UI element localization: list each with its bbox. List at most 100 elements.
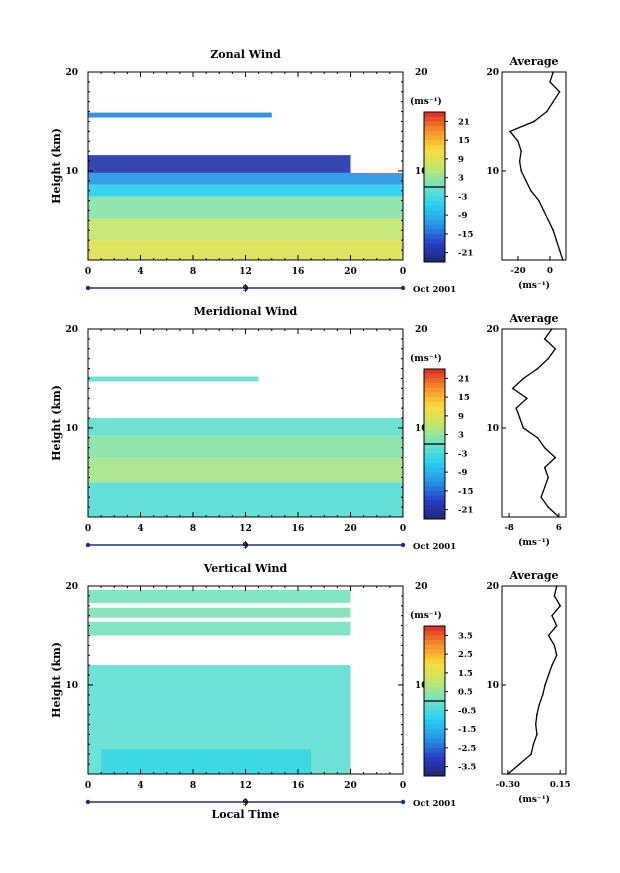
colorbar-cell <box>424 490 445 497</box>
average-point <box>522 427 525 429</box>
average-frame <box>501 585 567 775</box>
colorbar-cell <box>424 224 445 230</box>
colorbar-cell <box>424 691 445 697</box>
y-axis-label: Height (km) <box>50 128 63 204</box>
x-tick-label: 0 <box>400 781 406 791</box>
x-tick-label: 4 <box>137 267 143 277</box>
date-bar-end <box>400 799 406 805</box>
date-bar-end <box>85 542 91 548</box>
date-bar-end <box>85 799 91 805</box>
colorbar-tick-label: -3 <box>458 192 468 202</box>
y-axis-label: Height (km) <box>50 642 63 718</box>
average-point <box>547 476 550 479</box>
colorbar-cell <box>424 733 445 739</box>
x-tick-label: 8 <box>190 781 196 791</box>
colorbar-cell <box>424 247 445 254</box>
colorbar-cell <box>424 369 445 375</box>
panel-0: Zonal Wind 10 10 20 20 Height (km) 0 4 8 12 16 20 0 9… <box>50 48 567 295</box>
average-point <box>518 160 521 162</box>
colorbar-cell <box>424 462 445 468</box>
colorbar-unit: (ms⁻¹) <box>410 96 442 107</box>
colorbar-cell <box>424 504 445 511</box>
colorbar-tick-label: -2.5 <box>458 744 476 754</box>
colorbar-cell <box>424 177 445 183</box>
average-point <box>517 140 519 143</box>
date-label: Oct 2001 <box>413 799 456 809</box>
colorbar-cell <box>424 630 445 636</box>
colorbar-cell <box>424 233 445 240</box>
average-point <box>543 466 546 469</box>
heatmap-band <box>88 482 403 517</box>
date-label: Oct 2001 <box>413 285 456 295</box>
colorbar-cell <box>424 729 445 735</box>
colorbar-cell <box>424 724 445 730</box>
average-point <box>526 397 528 400</box>
colorbar-cell <box>424 229 445 235</box>
colorbar-cell <box>424 411 445 417</box>
average-y-tick-label: 10 <box>486 681 499 691</box>
average-point <box>555 239 558 242</box>
average-point <box>518 763 521 765</box>
colorbar-cell <box>424 172 445 179</box>
colorbar-cell <box>424 663 445 669</box>
colorbar-cell <box>424 163 445 169</box>
average-point <box>547 357 550 360</box>
colorbar-cell <box>424 444 445 450</box>
colorbar-cell <box>424 434 445 440</box>
colorbar-cell <box>424 458 445 464</box>
colorbar-cell <box>424 467 445 473</box>
y-tick-label: 20 <box>65 582 78 592</box>
colorbar-tick-label: 2.5 <box>458 650 473 660</box>
colorbar-cell <box>424 158 445 165</box>
average-point <box>562 259 564 261</box>
average-point <box>543 486 546 489</box>
heatmap-band <box>88 155 351 173</box>
colorbar-cell <box>424 415 445 422</box>
average-y-tick-label: 10 <box>486 167 499 177</box>
colorbar-cell <box>424 738 445 744</box>
colorbar-cell <box>424 219 445 225</box>
colorbar-cell <box>424 130 445 136</box>
average-title: Average <box>508 569 558 582</box>
colorbar-cell <box>424 392 445 398</box>
heatmap-band <box>88 240 403 260</box>
colorbar-tick-label: -0.5 <box>458 706 476 716</box>
colorbar-tick-label: -21 <box>458 506 473 516</box>
x-tick-label: 0 <box>400 524 406 534</box>
average-point <box>530 189 532 192</box>
colorbar-cell <box>424 373 445 379</box>
x-tick-label: 0 <box>85 524 91 534</box>
average-x-tick-label: 0 <box>547 266 553 276</box>
colorbar-cell <box>424 514 445 520</box>
colorbar-cell <box>424 112 445 118</box>
x-tick-label: 0 <box>400 267 406 277</box>
average-y-tick-label: 20 <box>486 68 499 78</box>
heatmap-band <box>88 196 403 219</box>
average-x-tick-label: 6 <box>556 523 562 533</box>
colorbar-tick-label: 9 <box>458 412 464 422</box>
average-x-tick-label: 0.15 <box>550 780 571 790</box>
heatmap <box>88 112 403 260</box>
colorbar-cell <box>424 476 445 482</box>
x-tick-label: 12 <box>239 267 252 277</box>
heatmap-band <box>88 457 403 483</box>
colorbar-cell <box>424 149 445 155</box>
colorbar-cell <box>424 205 445 211</box>
colorbar-cell <box>424 686 445 693</box>
colorbar-tick-label: 21 <box>458 374 470 384</box>
colorbar-cell <box>424 406 445 412</box>
x-tick-label: 16 <box>292 524 305 534</box>
date-bar-end <box>400 285 406 291</box>
colorbar-tick-label: 15 <box>458 136 470 146</box>
date-bar-end <box>85 285 91 291</box>
y-tick-label-right: 10 <box>415 167 428 177</box>
heatmap <box>88 589 351 774</box>
colorbar-cell <box>424 766 445 772</box>
colorbar-cell <box>424 682 445 688</box>
y-tick-label-right: 20 <box>415 68 428 78</box>
y-tick-label: 20 <box>65 68 78 78</box>
colorbar-cell <box>424 425 445 431</box>
average-frame <box>501 328 567 518</box>
colorbar-unit: (ms⁻¹) <box>410 353 442 364</box>
heatmap-band <box>88 435 403 458</box>
